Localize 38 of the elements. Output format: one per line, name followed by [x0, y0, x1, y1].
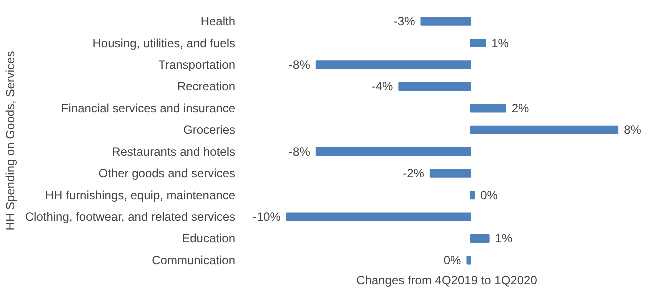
y-tick-label: Health: [200, 14, 236, 29]
y-tick-label: Housing, utilities, and fuels: [92, 36, 236, 50]
data-label: 1%: [495, 232, 513, 246]
data-label: 1%: [492, 36, 510, 50]
data-label: -2%: [403, 166, 425, 181]
bar: [466, 256, 472, 265]
data-label: -8%: [289, 144, 311, 159]
data-label: 0%: [480, 188, 498, 202]
data-label: -10%: [252, 210, 282, 224]
data-label: -8%: [289, 58, 311, 72]
y-tick-label: HH furnishings, equip, maintenance: [45, 188, 236, 202]
y-axis-title: HH Spending on Goods, Services: [3, 51, 18, 231]
y-tick-label: Communication: [152, 253, 236, 268]
bar: [470, 38, 486, 48]
data-label: 8%: [624, 123, 642, 138]
bar: [286, 212, 472, 222]
y-tick-label: Restaurants and hotels: [112, 144, 236, 159]
bar: [470, 126, 619, 134]
y-tick-label: Groceries: [183, 123, 236, 138]
data-label: -4%: [372, 80, 394, 94]
y-tick-label: Clothing, footwear, and related services: [25, 210, 236, 224]
bar: [470, 191, 476, 200]
y-tick-label: Financial services and insurance: [61, 101, 236, 116]
bar: [470, 234, 490, 244]
bar: [430, 169, 472, 178]
bar: [316, 60, 472, 70]
y-tick-label: Recreation: [177, 80, 236, 94]
x-axis-title: Changes from 4Q2019 to 1Q2020: [356, 274, 538, 288]
data-label: 0%: [444, 253, 462, 268]
bar: [420, 17, 472, 26]
bar: [316, 148, 472, 156]
data-label: -3%: [394, 14, 416, 29]
y-tick-label: Transportation: [158, 58, 236, 72]
y-tick-label: Other goods and services: [98, 166, 236, 181]
data-label: 2%: [512, 101, 530, 116]
y-tick-label: Education: [182, 232, 236, 246]
bar: [470, 104, 506, 113]
bar: [398, 82, 472, 91]
